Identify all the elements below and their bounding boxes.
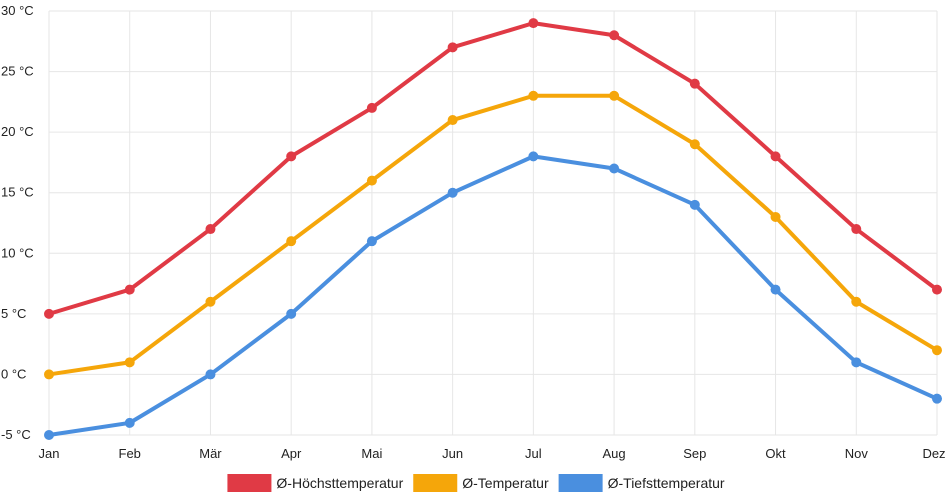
y-tick-label: 30 °C: [1, 3, 34, 18]
x-tick-label: Nov: [845, 446, 869, 461]
series-0-point[interactable]: [366, 102, 377, 113]
series-0-point[interactable]: [689, 78, 700, 89]
x-tick-label: Apr: [281, 446, 302, 461]
legend-item-1[interactable]: Ø-Temperatur: [413, 474, 549, 492]
series-2-line: [47, 154, 939, 437]
legend-item-2[interactable]: Ø-Tiefsttemperatur: [558, 474, 725, 492]
legend-label: Ø-Tiefsttemperatur: [608, 475, 725, 491]
series-1-point[interactable]: [689, 139, 700, 150]
x-axis-ticks: Jan Feb Mär Apr Mai Jun Jul Aug Sep Okt Nov Dez: [39, 446, 946, 461]
legend-swatch: [558, 474, 603, 492]
legend-swatch: [227, 474, 272, 492]
series-0-point[interactable]: [528, 18, 539, 29]
legend-label: Ø-Temperatur: [462, 475, 549, 491]
series-0-point[interactable]: [286, 151, 297, 162]
x-tick-label: Sep: [683, 446, 706, 461]
series-1-point[interactable]: [770, 211, 781, 222]
series-2-point[interactable]: [528, 151, 539, 162]
y-tick-label: 5 °C: [1, 306, 26, 321]
series-2-point[interactable]: [851, 357, 862, 368]
series-2-point[interactable]: [44, 430, 54, 440]
series-1-point[interactable]: [286, 236, 297, 247]
y-tick-label: 10 °C: [1, 245, 34, 260]
y-tick-label: -5 °C: [1, 427, 31, 442]
y-axis-ticks: -5 °C 0 °C 5 °C 10 °C 15 °C 20 °C 25 °C 30 °C: [1, 3, 34, 442]
y-tick-label: 15 °C: [1, 185, 34, 200]
series-0-point[interactable]: [932, 284, 942, 295]
series-1-point[interactable]: [447, 115, 458, 126]
series-2-point[interactable]: [205, 369, 216, 380]
series-2-point[interactable]: [609, 163, 620, 174]
series-0-point[interactable]: [124, 284, 135, 295]
x-tick-label: Aug: [603, 446, 626, 461]
x-tick-label: Mär: [199, 446, 222, 461]
series-2-point[interactable]: [124, 417, 135, 428]
series-0-point[interactable]: [609, 30, 620, 41]
series-0-point[interactable]: [851, 224, 862, 235]
x-tick-label: Dez: [922, 446, 945, 461]
series-1-point[interactable]: [528, 90, 539, 101]
series-0-point[interactable]: [770, 151, 781, 162]
series-1-line: [47, 93, 939, 377]
legend-label: Ø-Höchsttemperatur: [276, 475, 403, 491]
series-2-point[interactable]: [770, 284, 781, 295]
series-1-point[interactable]: [44, 369, 54, 380]
series-1-point[interactable]: [205, 296, 216, 307]
series-0-point[interactable]: [447, 42, 458, 53]
x-tick-label: Jan: [39, 446, 60, 461]
series-2-point[interactable]: [366, 236, 377, 247]
legend: Ø-Höchsttemperatur Ø-Temperatur Ø-Tiefstte…: [227, 474, 725, 492]
series-2-point[interactable]: [447, 187, 458, 198]
series-lines: [44, 18, 942, 440]
series-0-line: [47, 21, 939, 316]
series-1-point[interactable]: [851, 296, 862, 307]
y-tick-label: 20 °C: [1, 124, 34, 139]
series-0-point[interactable]: [44, 308, 54, 319]
grid: [48, 10, 938, 436]
series-1-point[interactable]: [932, 345, 942, 356]
y-tick-label: 0 °C: [1, 366, 26, 381]
x-tick-label: Okt: [765, 446, 786, 461]
x-tick-label: Mai: [361, 446, 382, 461]
y-tick-label: 25 °C: [1, 64, 34, 79]
series-1-point[interactable]: [609, 90, 620, 101]
series-2-point[interactable]: [932, 393, 942, 404]
x-tick-label: Feb: [119, 446, 141, 461]
series-2-point[interactable]: [286, 308, 297, 319]
series-2-point[interactable]: [689, 199, 700, 210]
x-tick-label: Jul: [525, 446, 542, 461]
x-tick-label: Jun: [442, 446, 463, 461]
legend-swatch: [413, 474, 458, 492]
series-1-point[interactable]: [366, 175, 377, 186]
series-1-point[interactable]: [124, 357, 135, 368]
legend-item-0[interactable]: Ø-Höchsttemperatur: [227, 474, 404, 492]
series-0-point[interactable]: [205, 224, 216, 235]
